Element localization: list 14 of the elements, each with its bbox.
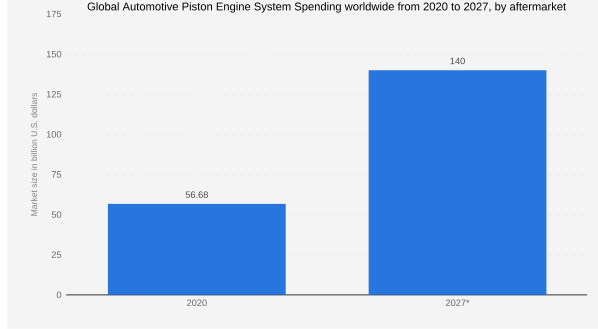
- y-tick-label: 50: [52, 211, 62, 218]
- y-tick-label: 175: [46, 10, 62, 18]
- y-tick-label: 75: [52, 171, 62, 178]
- x-tick-label: 2027*: [446, 300, 470, 306]
- x-tick-label: 2020: [187, 300, 207, 306]
- data-label: 140: [450, 58, 465, 64]
- y-tick-label: 100: [46, 131, 62, 138]
- y-tick-label: 0: [56, 292, 62, 298]
- y-tick-label: 25: [52, 252, 62, 258]
- chart-title: Global Automotive Piston Engine System Spending worldwide from 2020 to 2027, by aftermarket: [88, 2, 566, 13]
- y-axis-title: Market size in billion U.S. dollars: [30, 92, 38, 216]
- y-tick-label: 150: [46, 50, 62, 58]
- data-label: 56.68: [186, 191, 208, 198]
- y-tick-label: 125: [46, 91, 62, 98]
